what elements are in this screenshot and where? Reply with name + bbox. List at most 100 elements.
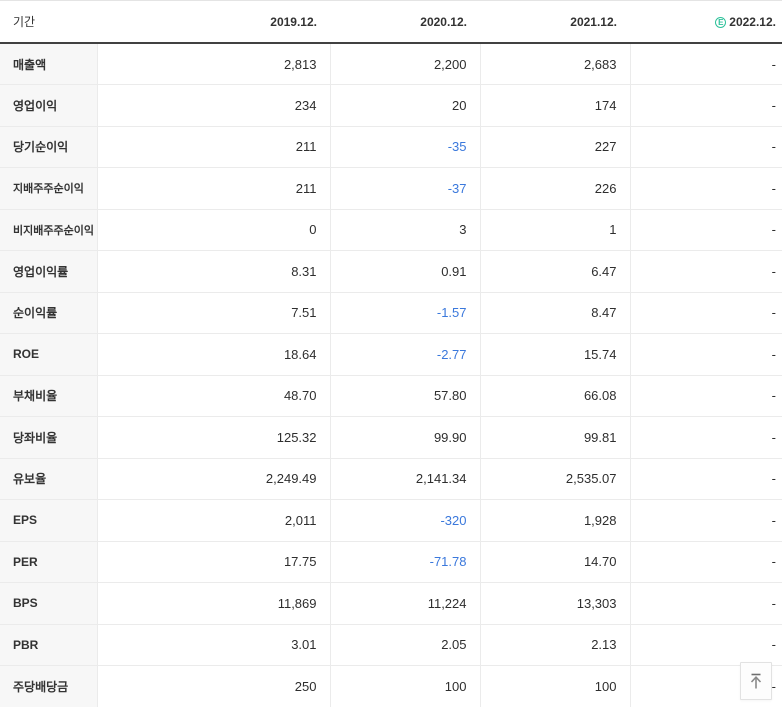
cell-value: - [629,126,782,168]
cell-value: -320 [329,499,480,542]
cell-value: 2,141.34 [329,458,480,500]
cell-value: 0 [96,209,330,251]
row-label: PBR [0,624,97,666]
table-row: 영업이익 234 20 174- [0,84,782,127]
cell-value: -35 [329,126,480,168]
row-label: 당좌비율 [0,416,97,459]
cell-value: - [629,43,782,85]
cell-value: 8.47 [479,292,630,334]
arrow-up-to-top-icon [749,673,763,690]
cell-value: 99.81 [479,416,630,459]
cell-value: 174 [479,84,630,127]
row-label: ROE [0,333,97,376]
row-label: 부채비율 [0,375,97,417]
cell-value: 15.74 [479,333,630,376]
cell-value: 2,249.49 [96,458,330,500]
col-header-2022-12-estimate: E 2022.12. [630,1,782,44]
table-row: 매출액 2,813 2,200 2,683- [0,43,782,85]
row-label: 유보율 [0,458,97,500]
col-header-2020-12: 2020.12. [330,1,480,44]
cell-value: 2,200 [329,43,480,85]
cell-value: 17.75 [96,541,330,583]
cell-value: 2.13 [479,624,630,666]
cell-value: 100 [479,665,630,707]
table-header-row: 기간 2019.12. 2020.12. 2021.12. E 2022.12. [0,1,782,44]
cell-value: 1 [479,209,630,251]
estimate-badge-icon: E [715,16,727,28]
cell-value: 211 [96,126,330,168]
table-row: 영업이익률 8.31 0.91 6.47- [0,250,782,293]
cell-value: 2.05 [329,624,480,666]
row-label: 매출액 [0,43,97,85]
cell-value: 0.91 [329,250,480,293]
cell-value: 13,303 [479,582,630,625]
cell-value: 20 [329,84,480,127]
cell-value: -1.57 [329,292,480,334]
row-label: PER [0,541,97,583]
table-row: 지배주주순이익 211 -37 226- [0,167,782,210]
cell-value: 3 [329,209,480,251]
cell-value: - [629,416,782,459]
cell-value: - [629,624,782,666]
table-body: 매출액 2,813 2,200 2,683- 영업이익 234 20 174- 당기순이익 211… [0,43,782,707]
cell-value: - [629,167,782,210]
cell-value: 2,535.07 [479,458,630,500]
table-row: ROE 18.64 -2.77 15.74- [0,333,782,376]
table-row: 부채비율 48.70 57.80 66.08- [0,375,782,417]
table-row: EPS 2,011 -320 1,928- [0,499,782,542]
cell-value: - [629,333,782,376]
table-row: 비지배주주순이익 0 3 1- [0,209,782,251]
cell-value: 226 [479,167,630,210]
row-label: 지배주주순이익 [0,167,97,210]
cell-value: - [629,209,782,251]
cell-value: -71.78 [329,541,480,583]
cell-value: 2,813 [96,43,330,85]
cell-value: 8.31 [96,250,330,293]
cell-value: 250 [96,665,330,707]
row-label: BPS [0,582,97,625]
col-header-2022-12-label: 2022.12. [729,14,776,29]
cell-value: - [629,458,782,500]
row-label: 영업이익 [0,84,97,127]
cell-value: 7.51 [96,292,330,334]
table-row: BPS 11,869 11,224 13,303- [0,582,782,625]
row-label: 영업이익률 [0,250,97,293]
table-row: PER 17.75 -71.78 14.70- [0,541,782,583]
cell-value: - [629,375,782,417]
col-header-2021-12: 2021.12. [480,1,630,44]
cell-value: -37 [329,167,480,210]
cell-value: - [629,292,782,334]
cell-value: - [629,499,782,542]
row-label: 당기순이익 [0,126,97,168]
cell-value: 48.70 [96,375,330,417]
cell-value: 6.47 [479,250,630,293]
table-row: 당좌비율 125.32 99.90 99.81- [0,416,782,459]
row-label: EPS [0,499,97,542]
row-label: 주당배당금 [0,665,97,707]
row-label: 비지배주주순이익 [0,209,97,251]
scroll-to-top-button[interactable] [740,662,772,700]
cell-value: 18.64 [96,333,330,376]
cell-value: - [629,541,782,583]
cell-value: 99.90 [329,416,480,459]
table-row: 당기순이익 211 -35 227- [0,126,782,168]
cell-value: 2,683 [479,43,630,85]
cell-value: 227 [479,126,630,168]
cell-value: - [629,582,782,625]
cell-value: 11,869 [96,582,330,625]
table-row: 순이익률 7.51 -1.57 8.47- [0,292,782,334]
table-row: PBR 3.01 2.05 2.13- [0,624,782,666]
col-header-2019-12: 2019.12. [97,1,330,44]
cell-value: 234 [96,84,330,127]
cell-value: 1,928 [479,499,630,542]
row-label: 순이익률 [0,292,97,334]
cell-value: 66.08 [479,375,630,417]
period-header: 기간 [0,1,97,44]
cell-value: 3.01 [96,624,330,666]
cell-value: 11,224 [329,582,480,625]
cell-value: 100 [329,665,480,707]
cell-value: 125.32 [96,416,330,459]
cell-value: 14.70 [479,541,630,583]
